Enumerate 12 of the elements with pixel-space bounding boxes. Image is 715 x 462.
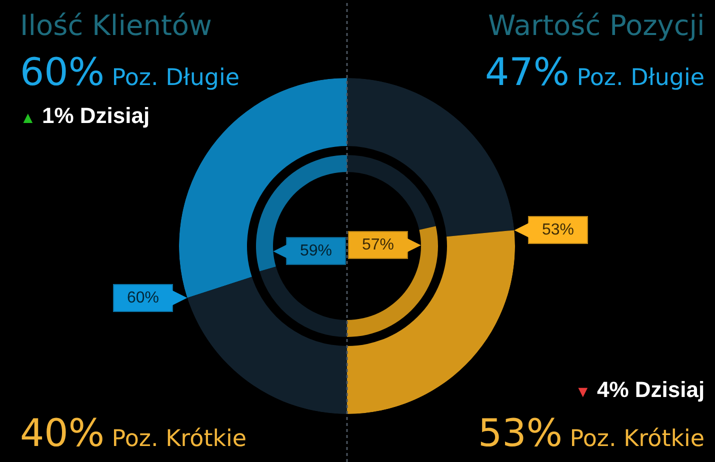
text: 53% Poz. Krótkie xyxy=(478,411,705,455)
text: ▲ 1% Dzisiaj xyxy=(20,103,150,128)
text: ▼ 4% Dzisiaj xyxy=(575,377,705,402)
data-label: 59% xyxy=(300,242,332,260)
data-label: 53% xyxy=(542,222,574,238)
chart-title: Wartość Pozycji xyxy=(488,9,705,42)
chart-title: Ilość Klientów xyxy=(20,9,212,42)
data-label: 60% xyxy=(126,290,160,306)
text: 40% Poz. Krótkie xyxy=(20,411,247,455)
data-label: 57% xyxy=(362,236,394,254)
text: 60% Poz. Długie xyxy=(20,50,240,94)
text: 47% Poz. Długie xyxy=(485,50,705,94)
